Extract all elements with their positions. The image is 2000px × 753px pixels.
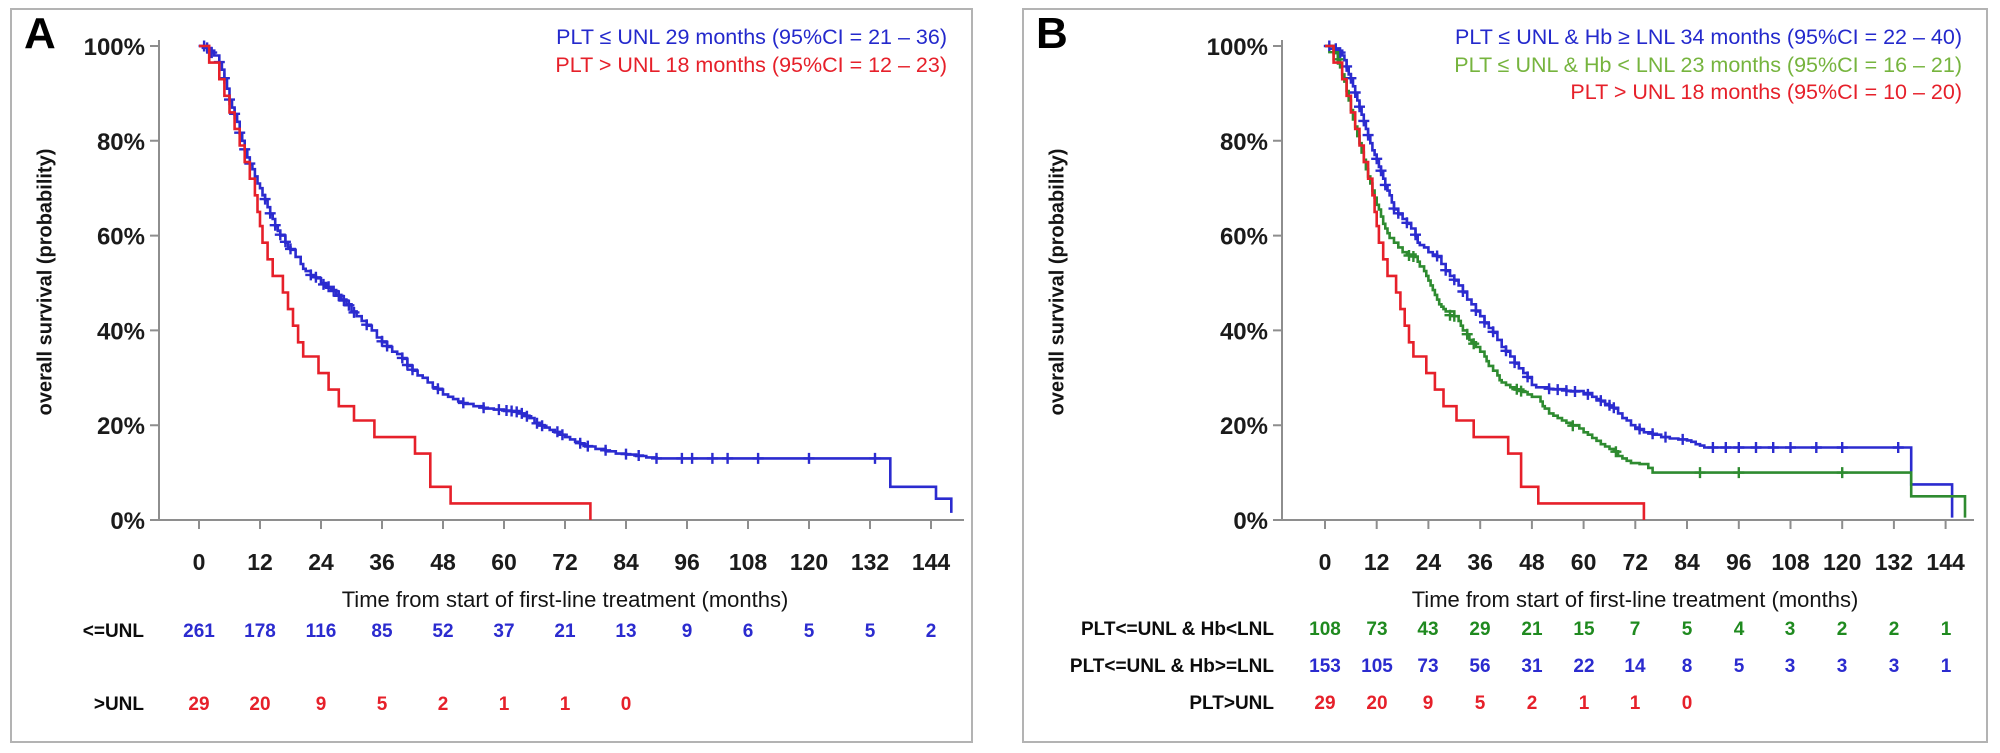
panel-b-legend: PLT ≤ UNL & Hb ≥ LNL 34 months (95%CI = … xyxy=(1454,24,1962,107)
y-tick-label: 100% xyxy=(1207,34,1268,61)
y-tick-label: 40% xyxy=(97,318,145,345)
x-tick-label: 24 xyxy=(1416,549,1442,575)
x-tick-label: 36 xyxy=(1467,549,1493,575)
panel-b: B PLT ≤ UNL & Hb ≥ LNL 34 months (95%CI … xyxy=(1022,8,1988,743)
panel-b-label: B xyxy=(1036,9,1068,58)
x-tick-label: 120 xyxy=(1823,549,1861,575)
x-tick-label: 36 xyxy=(369,549,395,575)
y-tick-label: 80% xyxy=(97,129,145,156)
x-tick-label: 96 xyxy=(1726,549,1752,575)
km-plot-b: 0% 20% 40% 60% 80% 100% 0 12 24 36 48 60 72 84 96 108 12… xyxy=(1207,34,1974,575)
x-axis-label: Time from start of first-line treatment … xyxy=(341,587,789,612)
x-tick-label: 60 xyxy=(491,549,517,575)
x-tick-label: 132 xyxy=(851,549,889,575)
y-tick-label: 0% xyxy=(110,508,145,535)
censor-marks xyxy=(1328,46,1848,479)
x-tick-label: 12 xyxy=(247,549,273,575)
y-tick-label: 0% xyxy=(1233,508,1268,535)
x-tick-label: 72 xyxy=(552,549,578,575)
y-tick-label: 80% xyxy=(1220,129,1268,156)
y-tick-label: 100% xyxy=(84,34,145,61)
x-tick-label: 0 xyxy=(193,549,206,575)
censor-marks xyxy=(198,40,881,464)
km-curve xyxy=(199,44,592,520)
legend-entry-plt-le-unl-hb-lt-lnl: PLT ≤ UNL & Hb < LNL 23 months (95%CI = … xyxy=(1454,52,1962,77)
x-tick-label: 48 xyxy=(1519,549,1545,575)
x-tick-label: 144 xyxy=(1926,549,1965,575)
x-axis-label: Time from start of first-line treatment … xyxy=(1411,587,1859,612)
x-tick-label: 12 xyxy=(1364,549,1390,575)
x-tick-label: 108 xyxy=(729,549,768,575)
x-tick-label: 84 xyxy=(613,549,639,575)
legend-entry-plt-le-unl: PLT ≤ UNL 29 months (95%CI = 21 – 36) xyxy=(556,25,947,49)
x-tick-label: 60 xyxy=(1571,549,1597,575)
y-tick-label: 60% xyxy=(97,224,145,251)
legend-entry-plt-le-unl-hb-ge-lnl: PLT ≤ UNL & Hb ≥ LNL 34 months (95%CI = … xyxy=(1455,25,1962,49)
panel-a-legend: PLT ≤ UNL 29 months (95%CI = 21 – 36) PL… xyxy=(555,24,947,79)
legend-entry-plt-gt-unl: PLT > UNL 18 months (95%CI = 12 – 23) xyxy=(555,52,947,77)
km-curve xyxy=(1325,44,1646,520)
km-plot-a: 0% 20% 40% 60% 80% 100% 0 12 24 36 48 60 72 84 96 108 12… xyxy=(84,34,964,575)
legend-entry-plt-gt-unl: PLT > UNL 18 months (95%CI = 10 – 20) xyxy=(1570,80,1962,104)
km-curve xyxy=(1325,44,1954,518)
x-tick-label: 120 xyxy=(790,549,828,575)
y-tick-label: 60% xyxy=(1220,224,1268,251)
x-tick-label: 72 xyxy=(1623,549,1649,575)
axes xyxy=(1273,40,1974,529)
x-tick-label: 132 xyxy=(1875,549,1913,575)
panel-a: A PLT ≤ UNL 29 months (95%CI = 21 – 36) … xyxy=(10,8,973,743)
y-tick-label: 40% xyxy=(1220,318,1268,345)
panel-a-label: A xyxy=(24,9,56,58)
y-tick-label: 20% xyxy=(1220,413,1268,440)
x-tick-label: 24 xyxy=(308,549,334,575)
x-tick-label: 0 xyxy=(1319,549,1332,575)
x-tick-label: 84 xyxy=(1674,549,1700,575)
x-tick-label: 144 xyxy=(912,549,951,575)
censor-marks xyxy=(1323,40,1904,453)
x-tick-label: 108 xyxy=(1771,549,1810,575)
y-tick-label: 20% xyxy=(97,413,145,440)
x-tick-label: 96 xyxy=(674,549,700,575)
axes xyxy=(150,40,964,529)
x-tick-label: 48 xyxy=(430,549,456,575)
